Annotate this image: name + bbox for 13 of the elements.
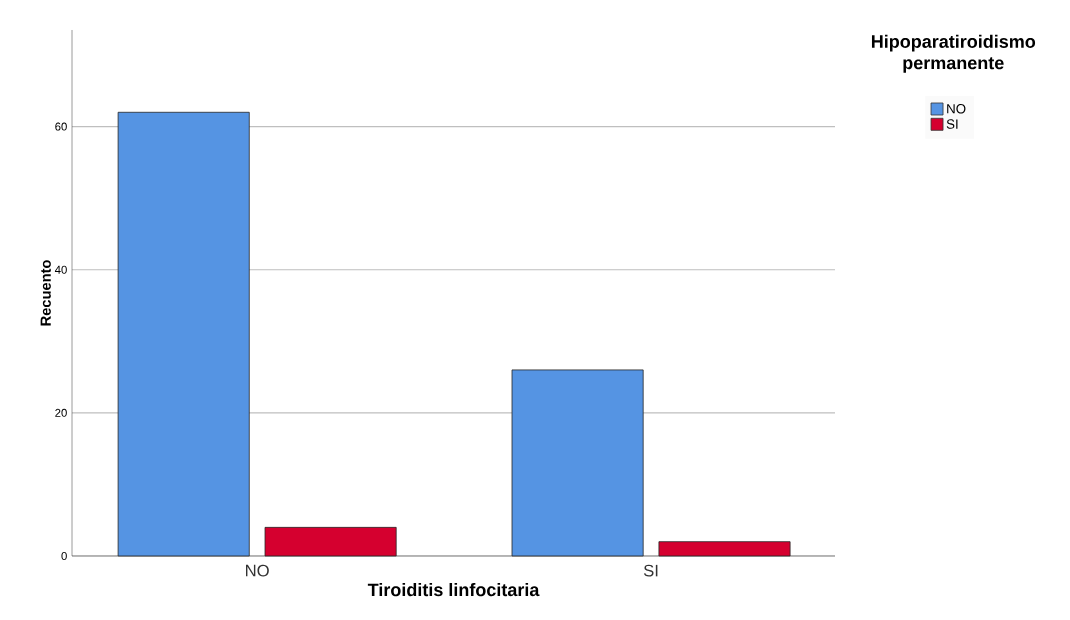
bar	[117, 111, 250, 557]
y-axis-title: Recuento	[40, 260, 51, 326]
legend-label: NO	[947, 104, 966, 114]
x-axis-title: Tiroiditis linfocitaria	[367, 582, 540, 597]
y-tick-label: 60	[55, 122, 67, 131]
legend-title: Hipoparatiroidismo permanente	[871, 34, 1036, 73]
bar	[658, 541, 791, 557]
bar	[511, 369, 644, 557]
bar	[264, 526, 397, 557]
legend-label: SI	[946, 119, 958, 129]
y-tick-label: 20	[55, 408, 67, 417]
y-tick-label: 0	[61, 551, 67, 560]
y-tick-label: 40	[54, 265, 67, 274]
